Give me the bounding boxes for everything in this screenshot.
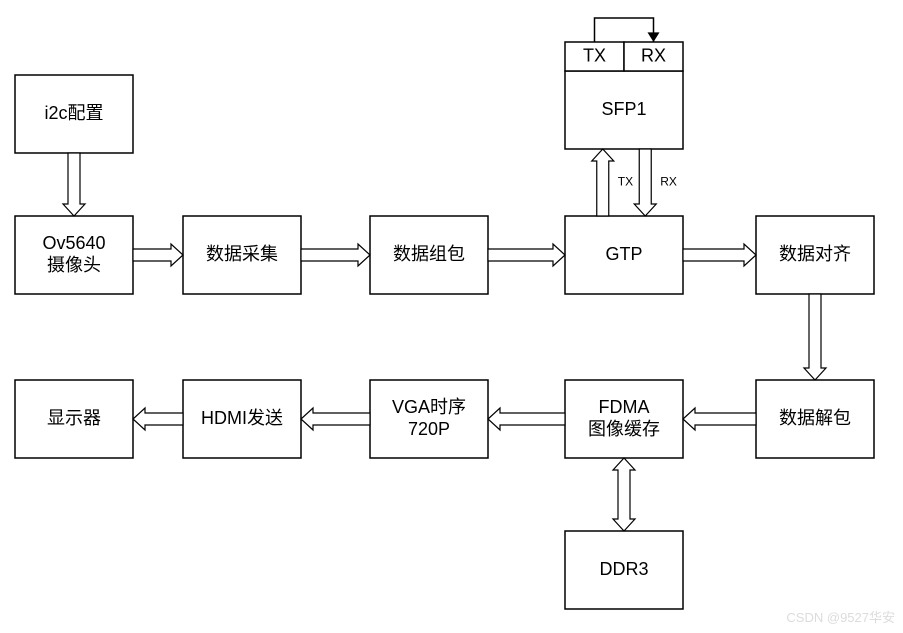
node-vga-label: 720P bbox=[408, 419, 450, 439]
node-align-label: 数据对齐 bbox=[779, 244, 851, 264]
watermark: CSDN @9527华安 bbox=[786, 610, 895, 625]
node-vga-label: VGA时序 bbox=[392, 397, 466, 417]
arrow-sfp-gtp-rx bbox=[634, 149, 656, 216]
arrow-i2c-ov5640 bbox=[63, 153, 85, 216]
node-i2c: i2c配置 bbox=[15, 75, 133, 153]
arrow-capture-pack bbox=[301, 244, 370, 266]
node-ov5640-label: Ov5640 bbox=[42, 233, 105, 253]
loopback-line bbox=[595, 18, 654, 42]
node-hdmi: HDMI发送 bbox=[183, 380, 301, 458]
node-pack-label: 数据组包 bbox=[393, 244, 465, 264]
node-unpack-label: 数据解包 bbox=[779, 408, 851, 428]
arrow-unpack-fdma bbox=[683, 408, 756, 430]
arrow-vga-hdmi bbox=[301, 408, 370, 430]
flowchart-canvas: i2c配置 Ov5640摄像头 数据采集 数据组包 GTP 数据对齐数据解包 FDMA图像缓… bbox=[0, 0, 903, 633]
node-rx_cell: RX bbox=[624, 42, 683, 71]
node-display-label: 显示器 bbox=[47, 408, 101, 428]
node-ov5640: Ov5640摄像头 bbox=[15, 216, 133, 294]
node-rx_cell-label: RX bbox=[641, 45, 666, 65]
node-tx_cell-label: TX bbox=[583, 45, 606, 65]
arrow-gtp-align bbox=[683, 244, 756, 266]
node-sfp1: SFP1 bbox=[565, 71, 683, 149]
arrow-hdmi-display bbox=[133, 408, 183, 430]
node-hdmi-label: HDMI发送 bbox=[201, 408, 283, 428]
arrow-pack-gtp bbox=[488, 244, 565, 266]
node-gtp-label: GTP bbox=[605, 244, 642, 264]
node-fdma: FDMA图像缓存 bbox=[565, 380, 683, 458]
arrow-fdma-vga bbox=[488, 408, 565, 430]
node-gtp: GTP bbox=[565, 216, 683, 294]
node-fdma-label: 图像缓存 bbox=[588, 419, 660, 439]
node-ov5640-label: 摄像头 bbox=[47, 255, 101, 275]
node-sfp1-label: SFP1 bbox=[601, 99, 646, 119]
node-unpack: 数据解包 bbox=[756, 380, 874, 458]
node-i2c-label: i2c配置 bbox=[44, 103, 103, 123]
arrow-fdma-ddr3 bbox=[613, 458, 635, 531]
node-pack: 数据组包 bbox=[370, 216, 488, 294]
label-tx: TX bbox=[618, 175, 633, 189]
node-align: 数据对齐 bbox=[756, 216, 874, 294]
node-ddr3-label: DDR3 bbox=[599, 559, 648, 579]
node-capture-label: 数据采集 bbox=[206, 244, 278, 264]
node-display: 显示器 bbox=[15, 380, 133, 458]
arrow-ov5640-capture bbox=[133, 244, 183, 266]
node-ddr3: DDR3 bbox=[565, 531, 683, 609]
node-vga: VGA时序720P bbox=[370, 380, 488, 458]
label-rx: RX bbox=[660, 175, 677, 189]
loopback-arrowhead bbox=[648, 32, 660, 42]
node-fdma-label: FDMA bbox=[599, 397, 650, 417]
node-tx_cell: TX bbox=[565, 42, 624, 71]
arrow-gtp-sfp-tx bbox=[592, 149, 614, 216]
node-capture: 数据采集 bbox=[183, 216, 301, 294]
arrow-align-unpack bbox=[804, 294, 826, 380]
